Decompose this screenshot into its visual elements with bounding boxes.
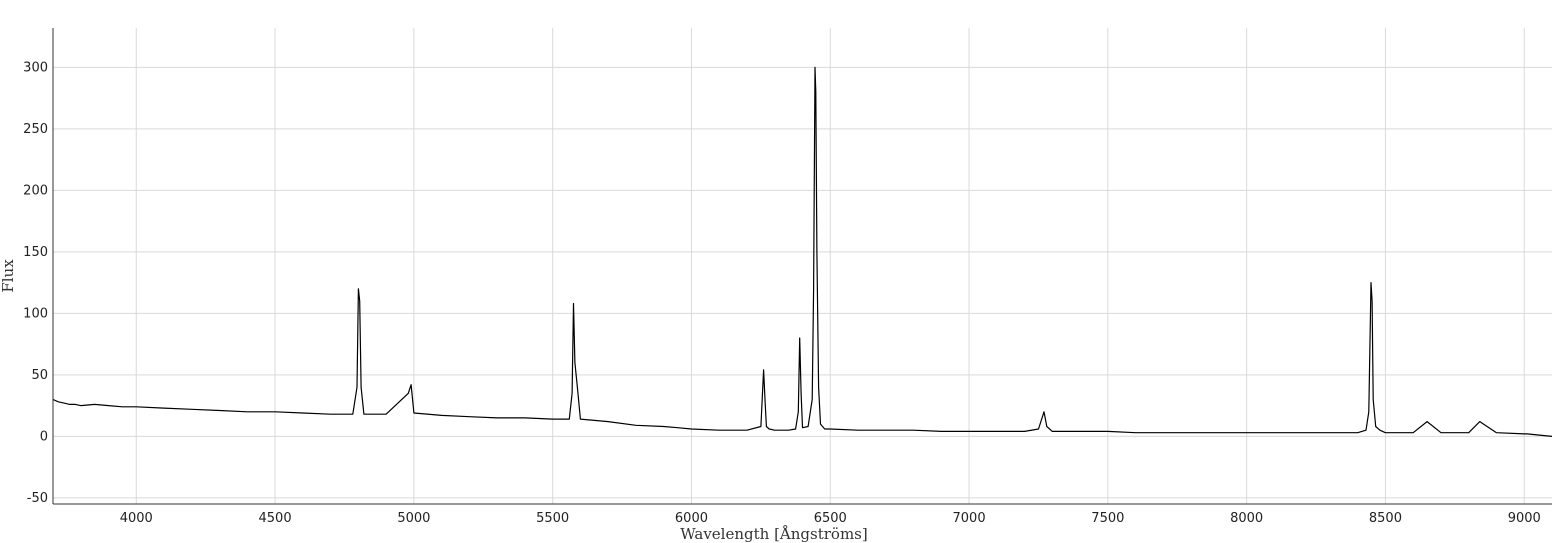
axes [52,28,1552,505]
x-tick-label: 6500 [814,511,847,526]
y-tick-label: 50 [31,368,48,383]
x-tick-label: 5000 [397,511,430,526]
grid [53,28,1552,504]
y-tick-label: 100 [23,306,48,321]
x-axis-title: Wavelength [Ångströms] [680,525,867,543]
x-tick-label: 7000 [953,511,986,526]
spectrum-line [52,66,1553,437]
x-tick-labels: 4000 4500 5000 5500 6000 6500 7000 7500 8000 8500… [120,511,1541,526]
x-tick-label: 4500 [259,511,292,526]
x-tick-label: 6000 [675,511,708,526]
x-tick-label: 8000 [1230,511,1263,526]
y-axis-title: Flux [0,259,17,293]
x-tick-label: 4000 [120,511,153,526]
x-tick-label: 9000 [1508,511,1541,526]
y-tick-label: 0 [40,429,48,444]
y-tick-label: 150 [23,245,48,260]
y-tick-label: 300 [23,60,48,75]
y-tick-label: 200 [23,183,48,198]
x-tick-label: 7500 [1091,511,1124,526]
x-tick-label: 5500 [536,511,569,526]
series-group [52,66,1553,437]
x-tick-label: 8500 [1369,511,1402,526]
y-tick-label: -50 [27,491,48,506]
y-tick-labels: -50 0 50 100 150 200 250 300 [23,60,48,505]
y-tick-label: 250 [23,122,48,137]
